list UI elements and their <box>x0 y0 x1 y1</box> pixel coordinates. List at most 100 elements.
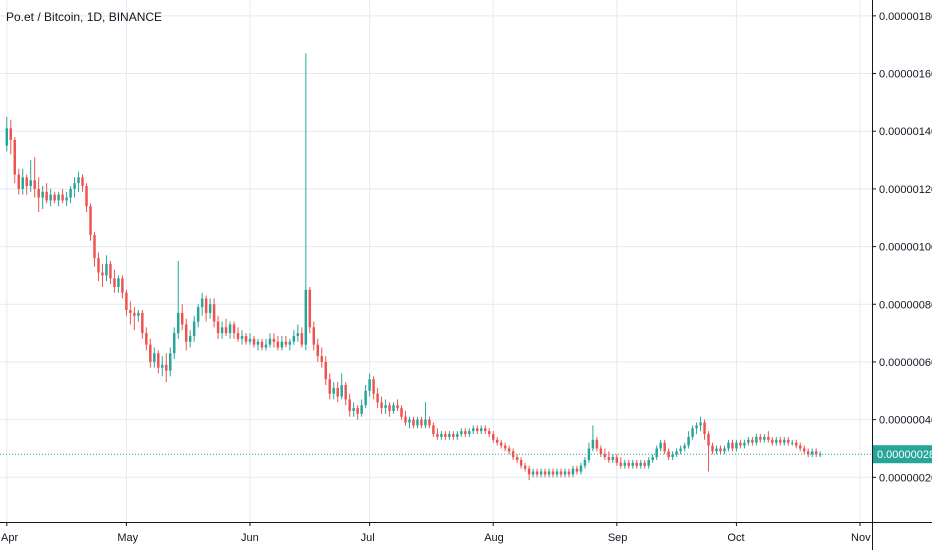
candle <box>567 468 571 478</box>
candle-body <box>208 304 212 313</box>
y-tick-label: 0.00000120 <box>879 184 932 196</box>
candle <box>679 445 682 455</box>
candle <box>583 457 587 469</box>
candle-body <box>476 428 479 432</box>
candle-body <box>376 393 379 403</box>
candle-body <box>165 364 168 371</box>
candle-body <box>818 454 822 456</box>
y-tick-label: 0.00000040 <box>879 415 932 427</box>
candle-body <box>527 468 531 475</box>
candle <box>340 373 343 400</box>
candle-body <box>707 434 710 446</box>
candle-body <box>468 431 471 435</box>
candle-body <box>535 471 539 475</box>
candle <box>232 321 236 339</box>
candle <box>639 459 642 469</box>
candle <box>643 459 646 469</box>
candle-body <box>344 385 347 400</box>
candle <box>352 402 355 417</box>
candle <box>818 451 822 458</box>
candle-body <box>352 408 355 411</box>
candle-body <box>161 364 164 368</box>
candle <box>767 431 770 443</box>
candle <box>368 373 371 397</box>
candle-body <box>723 448 726 452</box>
candle <box>591 425 595 452</box>
candle-body <box>767 436 770 440</box>
candle <box>523 462 527 472</box>
candle <box>192 315 196 342</box>
candle <box>735 439 738 452</box>
candle-body <box>236 333 240 339</box>
candle-body <box>176 312 180 334</box>
candle-body <box>276 341 280 348</box>
candle-body <box>412 419 415 426</box>
candle-body <box>499 442 503 446</box>
candle <box>37 177 40 212</box>
candle-body <box>268 338 272 345</box>
candle <box>779 436 782 446</box>
candle-body <box>655 448 658 458</box>
candle <box>771 436 774 446</box>
candle <box>145 327 148 351</box>
candle-body <box>33 180 36 189</box>
candle <box>671 451 674 460</box>
candle-body <box>751 439 754 443</box>
candle <box>89 203 92 241</box>
candle-body <box>360 405 363 414</box>
candle-body <box>97 258 100 273</box>
candle-body <box>611 457 615 460</box>
candle <box>751 436 754 446</box>
candle-body <box>743 442 746 446</box>
candle <box>69 186 72 204</box>
candle <box>77 171 80 192</box>
candle <box>563 468 567 478</box>
candle-body <box>663 442 666 452</box>
candle-body <box>806 451 810 455</box>
candle-body <box>547 471 551 475</box>
candle-body <box>523 465 527 469</box>
x-tick-label: Aug <box>484 532 504 544</box>
candle-body <box>184 324 188 342</box>
candle-body <box>735 442 738 449</box>
candle <box>392 402 395 414</box>
candle-body <box>336 387 339 397</box>
candle <box>169 347 172 377</box>
candle <box>707 431 710 472</box>
candle <box>539 468 543 478</box>
candle <box>220 321 224 339</box>
candle <box>101 263 104 287</box>
candle-body <box>739 442 742 446</box>
candle-body <box>675 451 678 455</box>
candle <box>711 442 714 455</box>
candle <box>587 442 591 463</box>
candle-body <box>643 462 646 466</box>
candle <box>384 399 387 414</box>
candle <box>200 292 204 316</box>
candle-body <box>699 422 702 426</box>
candle <box>264 338 268 351</box>
candle <box>627 459 631 469</box>
candle <box>412 416 415 429</box>
candle-body <box>428 419 431 426</box>
candle-body <box>13 139 16 175</box>
candle-body <box>695 425 698 429</box>
candle-body <box>392 405 395 411</box>
candle <box>436 428 439 440</box>
candle-body <box>444 434 447 437</box>
candle-body <box>340 385 343 397</box>
candle-body <box>224 327 228 334</box>
candle-body <box>679 448 682 452</box>
candle <box>133 307 136 331</box>
candle <box>468 428 471 437</box>
candle-body <box>61 194 64 201</box>
candle <box>555 468 559 478</box>
candle-body <box>248 338 252 342</box>
candle-body <box>595 439 599 449</box>
candle-body <box>771 439 774 443</box>
candle-body <box>671 454 674 458</box>
candle-body <box>372 379 375 394</box>
candle <box>763 434 766 443</box>
candle-body <box>627 462 631 466</box>
